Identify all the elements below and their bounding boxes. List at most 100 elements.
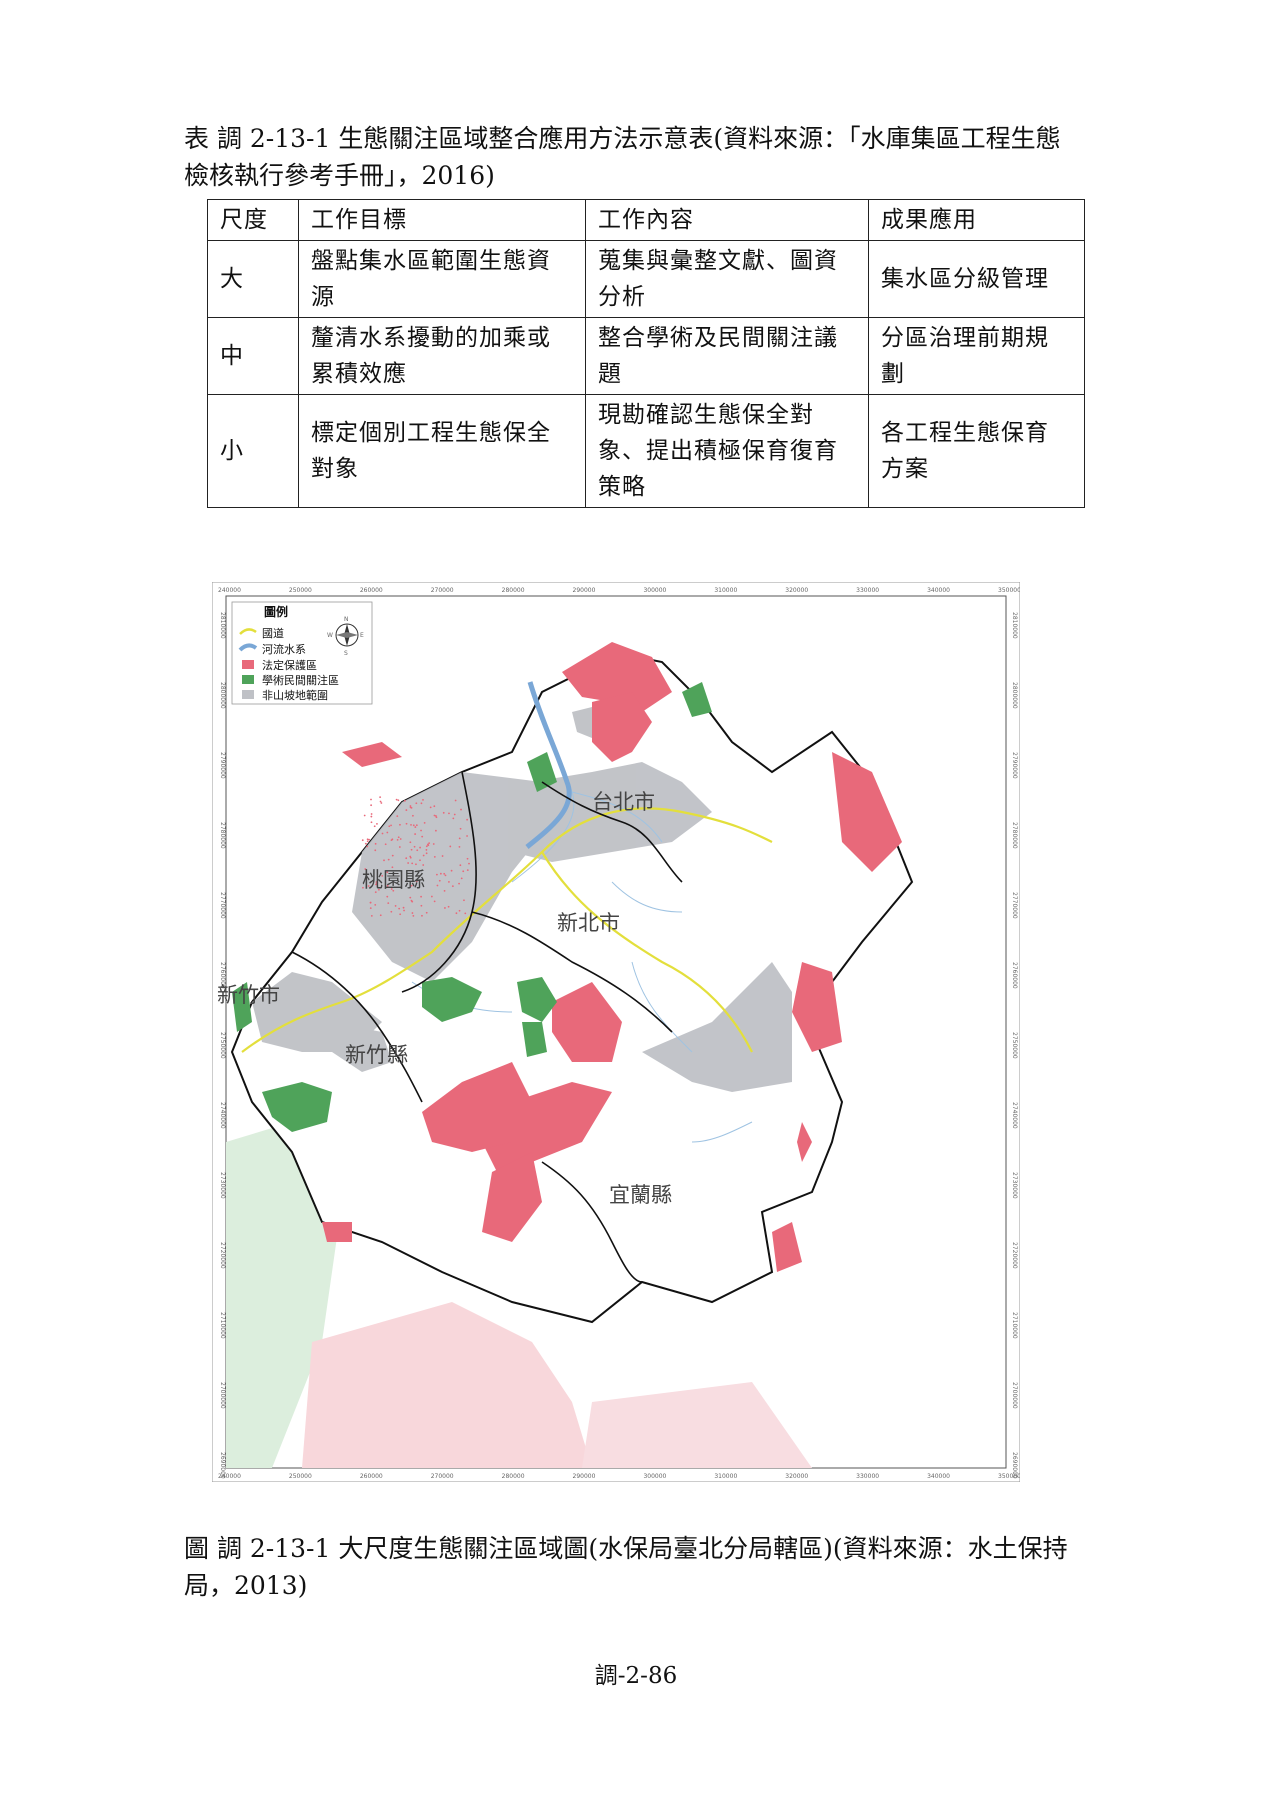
table-caption: 表 調 2-13-1 生態關注區域整合應用方法示意表(資料來源：「水庫集區工程生…	[184, 124, 1061, 190]
protected-dot	[420, 802, 423, 805]
protected-dot	[398, 846, 401, 848]
protected-dot	[409, 841, 412, 844]
protected-dot	[433, 805, 436, 808]
protected-dot	[377, 888, 380, 891]
protected-dot	[454, 799, 457, 802]
protected-dot	[462, 870, 465, 873]
protected-dot	[409, 805, 412, 807]
legend-label-non-slope: 非山坡地範圍	[262, 688, 328, 702]
x-tick-label: 300000	[643, 587, 666, 594]
protected-dot	[370, 813, 373, 815]
protected-dot	[452, 817, 455, 820]
protected-dot	[390, 888, 393, 890]
protected-dot	[375, 881, 378, 883]
protected-dot	[464, 912, 467, 915]
protected-dot	[390, 910, 393, 913]
protected-dot	[415, 802, 418, 805]
protected-dot	[412, 914, 415, 917]
background-protected-area	[582, 1382, 812, 1468]
concern-areas	[232, 682, 712, 1132]
figure-caption: 圖 調 2-13-1 大尺度生態關注區域圖(水保局臺北分局轄區)(資料來源：水土…	[184, 1534, 1068, 1600]
protected-dot	[455, 912, 458, 915]
protected-dot	[403, 909, 405, 912]
protected-dot	[466, 857, 469, 860]
protected-dot	[410, 848, 413, 851]
table-row: 中 釐清水系擾動的加乘或累積效應 整合學術及民間關注議題 分區治理前期規劃	[207, 317, 1085, 395]
protected-dot	[370, 821, 373, 824]
place-label-taipei: 台北市	[592, 790, 655, 814]
protected-dot	[433, 814, 436, 817]
protected-dot	[463, 899, 465, 902]
main-river	[525, 681, 572, 849]
cell-application: 分區治理前期規劃	[868, 317, 1085, 395]
protected-dot	[366, 840, 369, 843]
y-tick-label: 2720000	[1011, 1242, 1018, 1269]
cell-application: 各工程生態保育方案	[868, 394, 1085, 508]
header-goal: 工作目標	[298, 199, 586, 241]
y-tick-label: 2690000	[1011, 1452, 1018, 1479]
protected-dot	[468, 862, 470, 865]
x-tick-label: 310000	[714, 587, 737, 594]
protected-dot	[436, 884, 439, 887]
cell-scale: 小	[207, 394, 299, 508]
table-row: 小 標定個別工程生態保全對象 現勘確認生態保全對象、提出積極保育復育策略 各工程…	[207, 394, 1085, 508]
place-label-yilan: 宜蘭縣	[609, 1183, 672, 1207]
x-tick-label: 240000	[218, 587, 241, 594]
protected-dot	[387, 858, 390, 861]
protected-dot	[363, 814, 366, 817]
protected-dot	[466, 818, 469, 821]
background-concern-area	[226, 1122, 342, 1468]
x-tick-label: 290000	[573, 1473, 596, 1480]
x-tick-label: 350000	[998, 587, 1020, 594]
protected-dot	[379, 914, 382, 917]
protected-dot	[414, 833, 417, 835]
non-slope-area-icon	[242, 690, 254, 699]
y-tick-label: 2790000	[219, 752, 226, 779]
protected-dot	[374, 842, 377, 845]
protected-dot	[435, 816, 438, 819]
y-tick-label: 2810000	[219, 612, 226, 639]
cell-content: 整合學術及民間關注議題	[585, 317, 869, 395]
protected-dot	[458, 909, 461, 912]
x-tick-label: 340000	[927, 587, 950, 594]
x-tick-label: 330000	[856, 1473, 879, 1480]
protected-dot	[376, 822, 378, 825]
protected-dot	[438, 879, 441, 882]
protected-dot	[419, 859, 421, 862]
protected-dot	[404, 799, 406, 802]
protected-dot	[451, 885, 454, 888]
y-tick-label: 2770000	[1011, 892, 1018, 919]
y-tick-label: 2740000	[1011, 1102, 1018, 1129]
protected-dot	[420, 829, 422, 832]
protected-area-icon	[242, 660, 254, 669]
protected-dot	[419, 846, 421, 849]
protected-dot	[411, 912, 414, 914]
protected-dot	[391, 854, 394, 857]
x-tick-label: 330000	[856, 587, 879, 594]
county-boundaries	[291, 771, 683, 1283]
cell-content: 蒐集與彙整文獻、圖資分析	[585, 240, 869, 318]
place-label-new-taipei: 新北市	[557, 911, 620, 935]
protected-dot	[397, 836, 400, 839]
protected-dot	[449, 845, 452, 848]
x-tick-label: 350000	[998, 1473, 1020, 1480]
protected-dot	[442, 811, 445, 814]
protected-dot	[405, 809, 408, 811]
protected-dot	[425, 852, 428, 855]
protected-dot	[396, 815, 399, 818]
y-tick-label: 2750000	[1011, 1032, 1018, 1059]
protected-dot	[405, 857, 408, 860]
protected-dot	[458, 837, 461, 840]
x-axis-ticks-top: 240000 250000 260000 270000 280000 290000 3000…	[218, 587, 1021, 594]
protected-dot	[415, 880, 418, 883]
protected-dot	[412, 814, 414, 817]
non-slope-areas	[252, 702, 792, 1092]
protected-dot	[460, 808, 462, 811]
y-tick-label: 2800000	[219, 682, 226, 709]
protected-dot	[444, 907, 446, 909]
protected-dot	[370, 815, 373, 818]
protected-dot	[388, 825, 391, 828]
protected-dot	[395, 798, 398, 801]
protected-dot	[436, 873, 438, 876]
cell-application: 集水區分級管理	[868, 240, 1085, 318]
